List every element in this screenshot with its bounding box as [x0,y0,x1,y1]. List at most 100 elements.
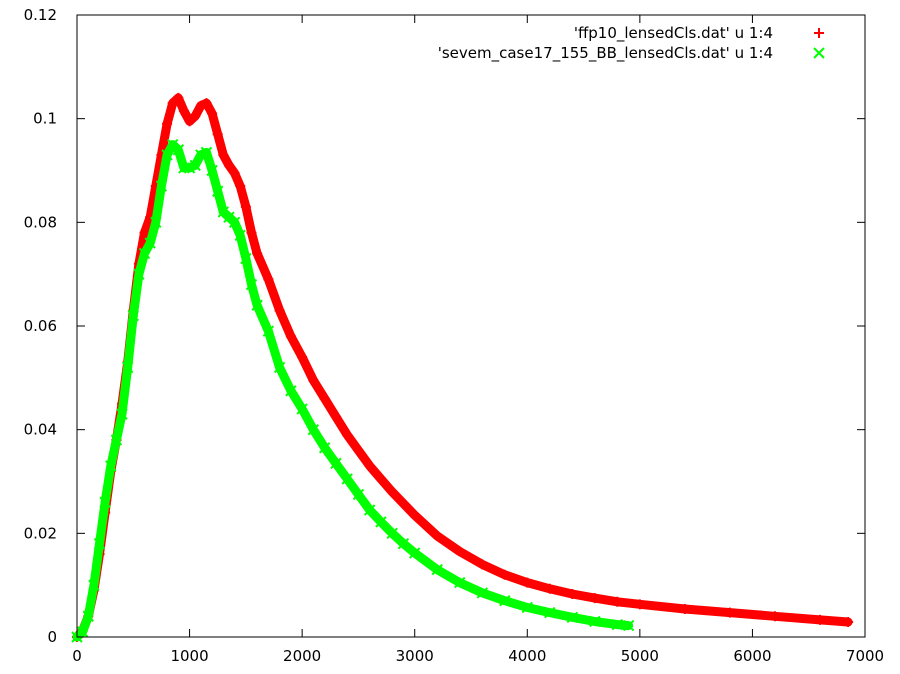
y-tick-label: 0.12 [24,6,57,24]
data-point [133,268,145,280]
data-point [476,587,488,599]
x-tick-label: 6000 [733,647,771,665]
series-layer [71,92,854,643]
data-point [121,361,134,374]
data-point [296,403,308,415]
data-point [178,105,189,116]
series-2 [71,138,635,643]
data-point [634,599,645,610]
data-point [566,611,579,624]
data-point [318,442,331,454]
y-tick-label: 0.1 [33,110,57,128]
data-point [521,601,533,614]
data-point [330,457,342,470]
data-point [622,619,635,632]
data-point [189,159,201,172]
y-tick-label: 0.04 [24,421,57,439]
data-point [724,607,735,618]
data-point [589,615,601,628]
data-point [297,352,308,363]
data-point [139,227,150,238]
data-point [330,411,341,422]
legend-entry-1: 'ffp10_lensedCls.dat' u 1:4 [574,24,824,43]
x-tick-label: 0 [72,647,82,665]
data-point [93,537,106,550]
data-point [88,579,100,591]
data-point [207,108,218,119]
data-point [375,516,387,528]
y-tick-label: 0.06 [24,317,57,335]
data-point [195,100,206,111]
data-point [342,429,353,440]
data-point [273,361,286,374]
y-tick-label: 0.08 [24,213,57,231]
data-point [352,488,365,501]
legend-label: 'ffp10_lensedCls.dat' u 1:4 [574,24,773,43]
data-point [308,375,319,386]
data-point [387,486,398,497]
data-point [127,309,139,322]
y-tick-label: 0 [47,628,57,646]
data-point [274,305,285,316]
data-point [409,510,420,521]
data-point [567,588,578,599]
data-point [155,180,168,192]
legend-marker [814,28,824,38]
data-point [364,460,375,471]
data-point [409,547,421,559]
data-point [285,385,297,397]
data-point [246,227,257,238]
data-point [229,168,240,179]
data-point [184,116,195,127]
data-point [432,530,443,541]
x-tick-label: 5000 [621,647,659,665]
x-tick-label: 7000 [846,647,884,665]
data-point [363,504,376,516]
data-point [218,149,229,160]
data-point [110,434,123,446]
data-point [173,92,184,103]
data-point [228,216,241,229]
data-point [252,248,263,259]
data-point [679,604,690,615]
data-point [245,278,258,291]
data-point [76,626,89,638]
data-point [477,559,488,570]
data-point [235,181,246,192]
data-point [138,247,151,260]
data-point [195,149,207,161]
data-point [386,527,398,540]
data-point [200,146,213,159]
data-point [454,576,466,589]
data-point [397,537,410,550]
data-point [167,98,178,109]
data-point [223,160,234,171]
x-tick-label: 3000 [396,647,434,665]
data-point [251,299,263,311]
data-point [522,577,533,588]
data-point [544,583,555,594]
data-point [341,473,353,485]
data-point [172,144,185,156]
data-point [454,546,465,557]
data-point [769,611,780,622]
data-point [263,274,274,285]
data-point [307,423,320,436]
data-point [611,618,624,631]
data-point [82,610,94,622]
x-tick-label: 4000 [508,647,546,665]
data-point [240,252,252,265]
data-point [234,229,246,241]
data-point [212,185,224,197]
data-point [144,237,156,249]
y-tick-label: 0.02 [24,524,57,542]
data-point [190,111,201,122]
x-tick-label: 2000 [283,647,321,665]
data-point [99,496,111,508]
data-point [201,98,212,109]
data-point [843,616,854,627]
data-point [612,596,623,607]
data-point [353,445,364,456]
